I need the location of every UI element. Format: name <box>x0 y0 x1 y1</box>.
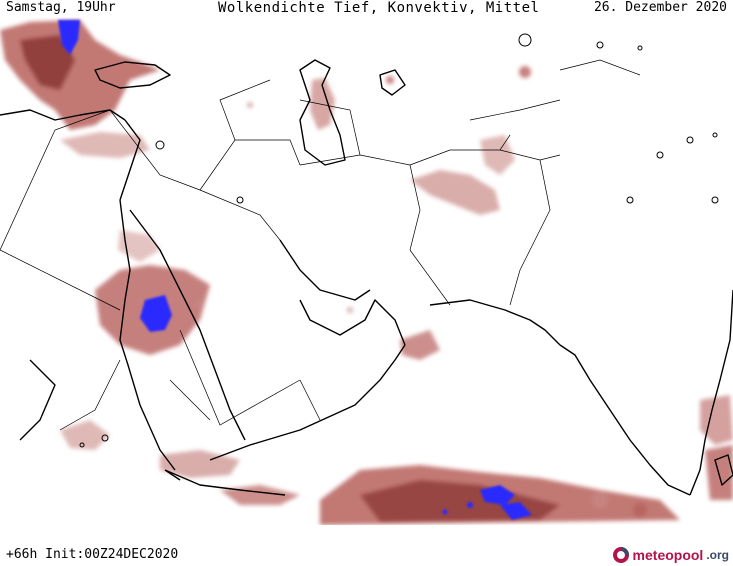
valid-date-label: 26. Dezember 2020 <box>593 0 727 15</box>
model-run-label: +66h Init:00Z24DEC2020 <box>6 547 179 562</box>
convective-core-layer <box>58 20 532 520</box>
weather-map <box>0 20 733 525</box>
country-borders <box>0 59 641 431</box>
coastlines <box>0 59 733 496</box>
logo-tld: .org <box>706 548 729 562</box>
logo-text: meteopool <box>632 547 704 563</box>
meteopool-logo-icon <box>612 547 629 563</box>
lakes-islands <box>79 33 719 448</box>
map-title: Wolkendichte Tief, Konvektiv, Mittel <box>218 0 540 16</box>
meteopool-logo[interactable]: meteopool .org <box>612 546 729 564</box>
valid-time-label: Samstag, 19Uhr <box>6 0 116 15</box>
cloud-density-layer <box>0 20 733 525</box>
